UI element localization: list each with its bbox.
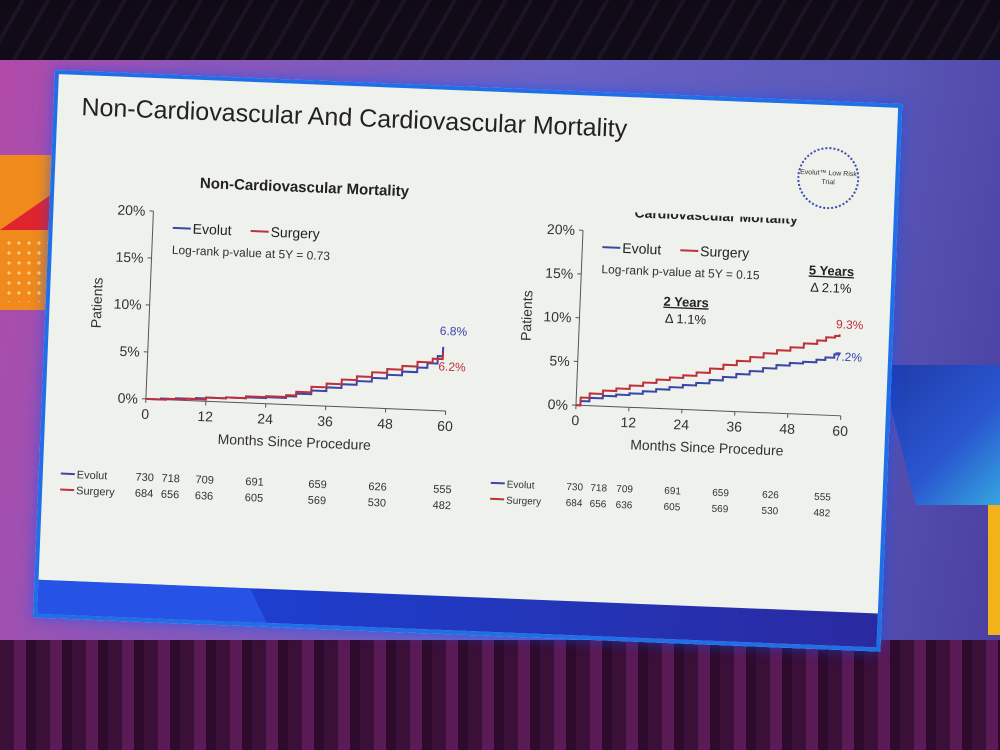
- x-tick-label: 24: [257, 410, 273, 427]
- y-axis-label: Patients: [88, 277, 106, 328]
- y-tick-label: 10%: [113, 296, 142, 313]
- annotation-delta: Δ 1.1%: [665, 311, 707, 328]
- risk-row-label: Surgery: [76, 485, 115, 499]
- risk-cell: 482: [813, 508, 831, 520]
- risk-cell: 718: [590, 483, 608, 495]
- stage-truss: [0, 0, 1000, 70]
- risk-cell: 709: [195, 474, 214, 487]
- risk-cell: 656: [161, 489, 180, 502]
- risk-cell: 636: [195, 490, 214, 503]
- slide-footer-accent: [37, 580, 268, 623]
- x-axis-label: Months Since Procedure: [630, 436, 784, 458]
- series-line-surgery: [145, 352, 444, 401]
- pvalue-note: Log-rank p-value at 5Y = 0.73: [172, 243, 331, 263]
- slide-title: Non-Cardiovascular And Cardiovascular Mo…: [80, 93, 628, 143]
- x-axis-line: [575, 404, 841, 417]
- x-axis-label: Months Since Procedure: [217, 431, 371, 453]
- risk-row-label: Surgery: [506, 495, 541, 507]
- x-tick-label: 24: [673, 416, 689, 433]
- annotation-title: 5 Years: [809, 262, 855, 279]
- risk-cell: 691: [245, 476, 264, 489]
- risk-cell: 709: [616, 484, 634, 496]
- risk-cell: 730: [135, 472, 154, 485]
- risk-cell: 530: [367, 497, 386, 510]
- x-tick-label: 12: [197, 408, 213, 425]
- risk-row-swatch: [60, 488, 75, 492]
- risk-cell: 718: [161, 473, 180, 486]
- end-value-label-surgery: 9.3%: [836, 317, 864, 332]
- risk-cell: 684: [565, 498, 583, 510]
- stage-curtain: [0, 640, 1000, 750]
- legend-swatch-surgery: [680, 249, 699, 252]
- chart-title: Cardiovascular Mortality: [634, 207, 798, 227]
- trial-logo: Evolut™ Low Risk Trial: [796, 145, 861, 211]
- risk-cell: 482: [432, 500, 451, 513]
- trial-logo-text: Evolut™ Low Risk Trial: [799, 168, 857, 187]
- risk-cell: 691: [664, 486, 682, 498]
- end-value-label-evolut: 6.8%: [440, 324, 468, 339]
- y-axis-label: Patients: [518, 290, 536, 341]
- risk-cell: 659: [712, 488, 730, 500]
- risk-cell: 626: [762, 490, 780, 502]
- y-tick-label: 5%: [119, 343, 140, 360]
- x-tick-label: 12: [620, 414, 636, 431]
- risk-cell: 659: [308, 479, 327, 492]
- y-tick-label: 5%: [549, 352, 570, 369]
- end-value-label-evolut: 7.2%: [834, 350, 862, 365]
- y-tick-label: 15%: [115, 249, 144, 266]
- risk-row-label: Evolut: [506, 479, 534, 491]
- chart-title: Non-Cardiovascular Mortality: [200, 175, 410, 200]
- y-tick-label: 20%: [117, 202, 146, 219]
- legend-label-surgery: Surgery: [700, 243, 750, 261]
- risk-cell: 626: [368, 481, 387, 494]
- annotation-title: 2 Years: [663, 294, 709, 311]
- x-axis-line: [145, 398, 446, 412]
- y-tick-label: 15%: [545, 265, 574, 282]
- risk-cell: 569: [308, 494, 327, 507]
- y-tick-label: 0%: [117, 390, 138, 407]
- legend-swatch-surgery: [250, 229, 269, 233]
- series-line-surgery: [575, 334, 841, 407]
- risk-row-label: Evolut: [77, 469, 108, 482]
- annotation-delta: Δ 2.1%: [810, 279, 852, 296]
- legend-swatch-evolut: [172, 226, 191, 230]
- x-tick-label: 36: [317, 413, 333, 430]
- pvalue-note: Log-rank p-value at 5Y = 0.15: [601, 262, 760, 282]
- risk-cell: 530: [761, 506, 779, 518]
- y-tick-label: 20%: [547, 221, 576, 238]
- risk-cell: 605: [245, 492, 264, 505]
- legend-label-evolut: Evolut: [192, 221, 232, 239]
- x-tick-label: 60: [832, 422, 848, 439]
- end-value-label-surgery: 6.2%: [438, 359, 466, 374]
- risk-cell: 684: [135, 488, 154, 501]
- slide-screen: Non-Cardiovascular And Cardiovascular Mo…: [33, 70, 903, 652]
- risk-cell: 730: [566, 482, 584, 494]
- noncv-mortality-chart: Non-Cardiovascular Mortality 0% 5% 10% 15% 20…: [60, 175, 468, 513]
- risk-row-swatch: [490, 497, 505, 501]
- x-tick-label: 36: [726, 418, 742, 435]
- decor-yellow-strip: [988, 505, 1000, 635]
- x-tick-label: 0: [571, 412, 580, 428]
- risk-row-swatch: [60, 472, 75, 476]
- x-tick-label: 48: [377, 415, 393, 432]
- x-tick-label: 0: [141, 406, 150, 422]
- cv-mortality-chart: Cardiovascular Mortality 0% 5% 10% 15% 20% 0 12…: [490, 207, 864, 520]
- legend-swatch-evolut: [602, 246, 621, 249]
- y-tick-label: 10%: [543, 308, 572, 325]
- risk-cell: 555: [814, 492, 832, 504]
- legend-label-surgery: Surgery: [270, 224, 320, 242]
- x-tick-label: 48: [779, 420, 795, 437]
- x-tick-label: 60: [437, 418, 453, 435]
- series-line-evolut: [575, 352, 840, 407]
- risk-cell: 605: [663, 502, 681, 514]
- risk-row-swatch: [490, 481, 505, 485]
- legend-label-evolut: Evolut: [622, 240, 662, 258]
- risk-cell: 656: [589, 499, 607, 511]
- y-tick-label: 0%: [547, 396, 568, 413]
- risk-cell: 555: [433, 484, 452, 497]
- risk-cell: 569: [711, 504, 729, 516]
- risk-cell: 636: [615, 500, 633, 512]
